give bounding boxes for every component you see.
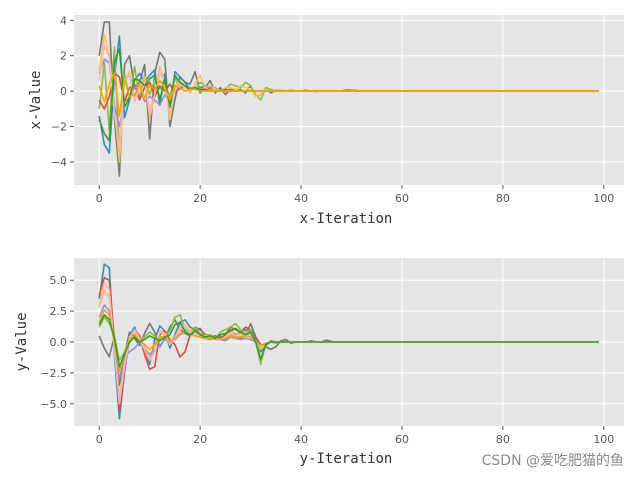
x-axis-title: x-Iteration: [300, 211, 393, 227]
y-tick-label: 0.0: [50, 336, 68, 349]
series-line-8: [98, 72, 599, 117]
x-tick-label: 60: [395, 433, 409, 446]
x-tick-label: 0: [96, 192, 103, 205]
x-tick-label: 20: [193, 192, 207, 205]
x-value-subplot: 0 20 40 60 80 100 −4 −2 0 2 4 x-Iteration x-Value: [28, 14, 624, 227]
y-tick-label: −2.5: [40, 367, 67, 380]
x-tick-label: 0: [96, 433, 103, 446]
y-axis-title: y-Value: [14, 312, 30, 371]
plot-area: [74, 15, 624, 185]
x-tick-label: 100: [593, 433, 614, 446]
y-value-subplot: 0 20 40 60 80 100 −5.0 −2.5 0.0 2.5 5.0 y-Iteration…: [14, 258, 624, 467]
y-tick-label: 2: [60, 50, 67, 63]
y-tick-label: −4: [51, 156, 67, 169]
y-tick-label: 2.5: [50, 305, 68, 318]
x-tick-label: 60: [395, 192, 409, 205]
y-tick-label: 0: [60, 85, 67, 98]
y-tick-label: −5.0: [40, 398, 67, 411]
y-axis-title: x-Value: [28, 70, 44, 129]
watermark: CSDN @爱吃肥猫的鱼: [481, 453, 624, 469]
x-tick-label: 20: [193, 433, 207, 446]
x-tick-label: 100: [593, 192, 614, 205]
x-tick-label: 40: [294, 192, 308, 205]
x-tick-label: 80: [496, 192, 510, 205]
y-tick-label: 4: [60, 14, 67, 27]
x-axis-title: y-Iteration: [300, 451, 393, 467]
y-tick-label: 5.0: [50, 274, 68, 287]
x-tick-label: 80: [496, 433, 510, 446]
x-tick-label: 40: [294, 433, 308, 446]
series-line-8: [98, 313, 599, 368]
y-tick-label: −2: [51, 121, 67, 134]
